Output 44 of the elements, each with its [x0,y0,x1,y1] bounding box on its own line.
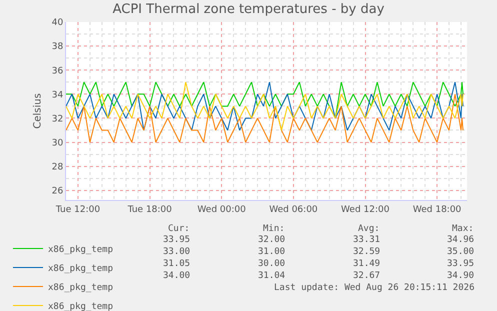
text: 34.90 [447,271,474,281]
text: 33.00 [163,247,190,257]
x-tick-label: Wed 06:00 [269,204,318,215]
x-tick-label: Tue 12:00 [54,204,100,215]
chart-title: ACPI Thermal zone temperatures - by day [112,2,385,18]
text: 33.95 [447,259,474,269]
x-tick-label: Wed 18:00 [412,204,462,215]
y-tick-label: 36 [52,66,64,76]
text: 32.00 [258,235,286,245]
text: Cur: [168,224,190,234]
text: Avg: [358,224,380,234]
x-tick-label: Wed 12:00 [341,204,390,215]
text: 31.05 [163,259,190,269]
x-tick-label: Wed 00:00 [197,204,246,215]
y-axis-title: Celsius [32,93,44,129]
text: 32.59 [353,247,380,257]
text: Max: [452,224,474,234]
text: 33.95 [163,235,190,245]
legend-label: x86_pkg_temp [48,283,114,294]
line-series [66,82,464,131]
y-tick-label: 40 [52,18,64,28]
legend-label: x86_pkg_temp [48,302,114,311]
text: 34.96 [447,235,474,245]
text: 31.49 [353,259,380,269]
y-tick-label: 32 [52,114,64,124]
line-series [66,94,464,143]
legend-label: x86_pkg_temp [48,245,114,256]
line-series [66,82,464,119]
legend-label: x86_pkg_temp [48,264,114,274]
y-tick-label: 28 [52,162,64,172]
text: 31.00 [258,247,286,257]
text: 35.00 [447,247,474,257]
y-tick-label: 34 [52,90,64,100]
text: Last update: Wed Aug 26 20:15:11 2026 [274,283,474,293]
text: 32.67 [353,271,380,281]
text: 33.31 [353,235,380,245]
y-tick-label: 38 [52,42,64,52]
x-tick-label: Tue 18:00 [126,204,172,215]
text: 30.00 [258,259,286,269]
text: 31.04 [258,271,286,281]
y-tick-label: 26 [52,186,64,197]
text: 34.00 [163,271,190,281]
text: Min: [263,224,285,234]
y-tick-label: 30 [52,138,64,148]
